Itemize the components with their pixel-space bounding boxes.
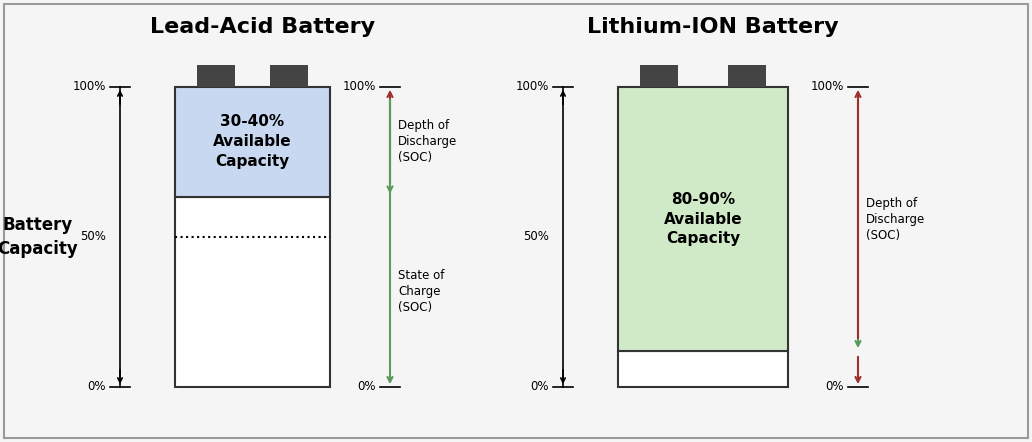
Bar [728,65,766,87]
Text: 100%: 100% [72,80,106,94]
Text: Lead-Acid Battery: Lead-Acid Battery [150,17,375,37]
Text: Depth of
Discharge
(SOC): Depth of Discharge (SOC) [866,197,926,241]
Text: 100%: 100% [516,80,549,94]
Text: 0%: 0% [530,381,549,393]
Bar [175,197,330,387]
Text: Lithium-ION Battery: Lithium-ION Battery [587,17,839,37]
Bar [618,87,788,351]
Text: 0%: 0% [357,381,376,393]
Text: 0%: 0% [826,381,844,393]
Text: 50%: 50% [523,230,549,244]
Text: 80-90%
Available
Capacity: 80-90% Available Capacity [664,192,742,246]
Text: 100%: 100% [343,80,376,94]
Text: Depth of
Discharge
(SOC): Depth of Discharge (SOC) [398,119,457,164]
Bar [197,65,235,87]
Text: 0%: 0% [88,381,106,393]
Text: Battery
Capacity: Battery Capacity [0,216,78,258]
Text: State of
Charge
(SOC): State of Charge (SOC) [398,269,445,314]
Text: 50%: 50% [80,230,106,244]
Bar [640,65,678,87]
Bar [270,65,308,87]
Text: 30-40%
Available
Capacity: 30-40% Available Capacity [214,114,292,169]
Bar [175,87,330,197]
Bar [618,351,788,387]
Text: 100%: 100% [810,80,844,94]
